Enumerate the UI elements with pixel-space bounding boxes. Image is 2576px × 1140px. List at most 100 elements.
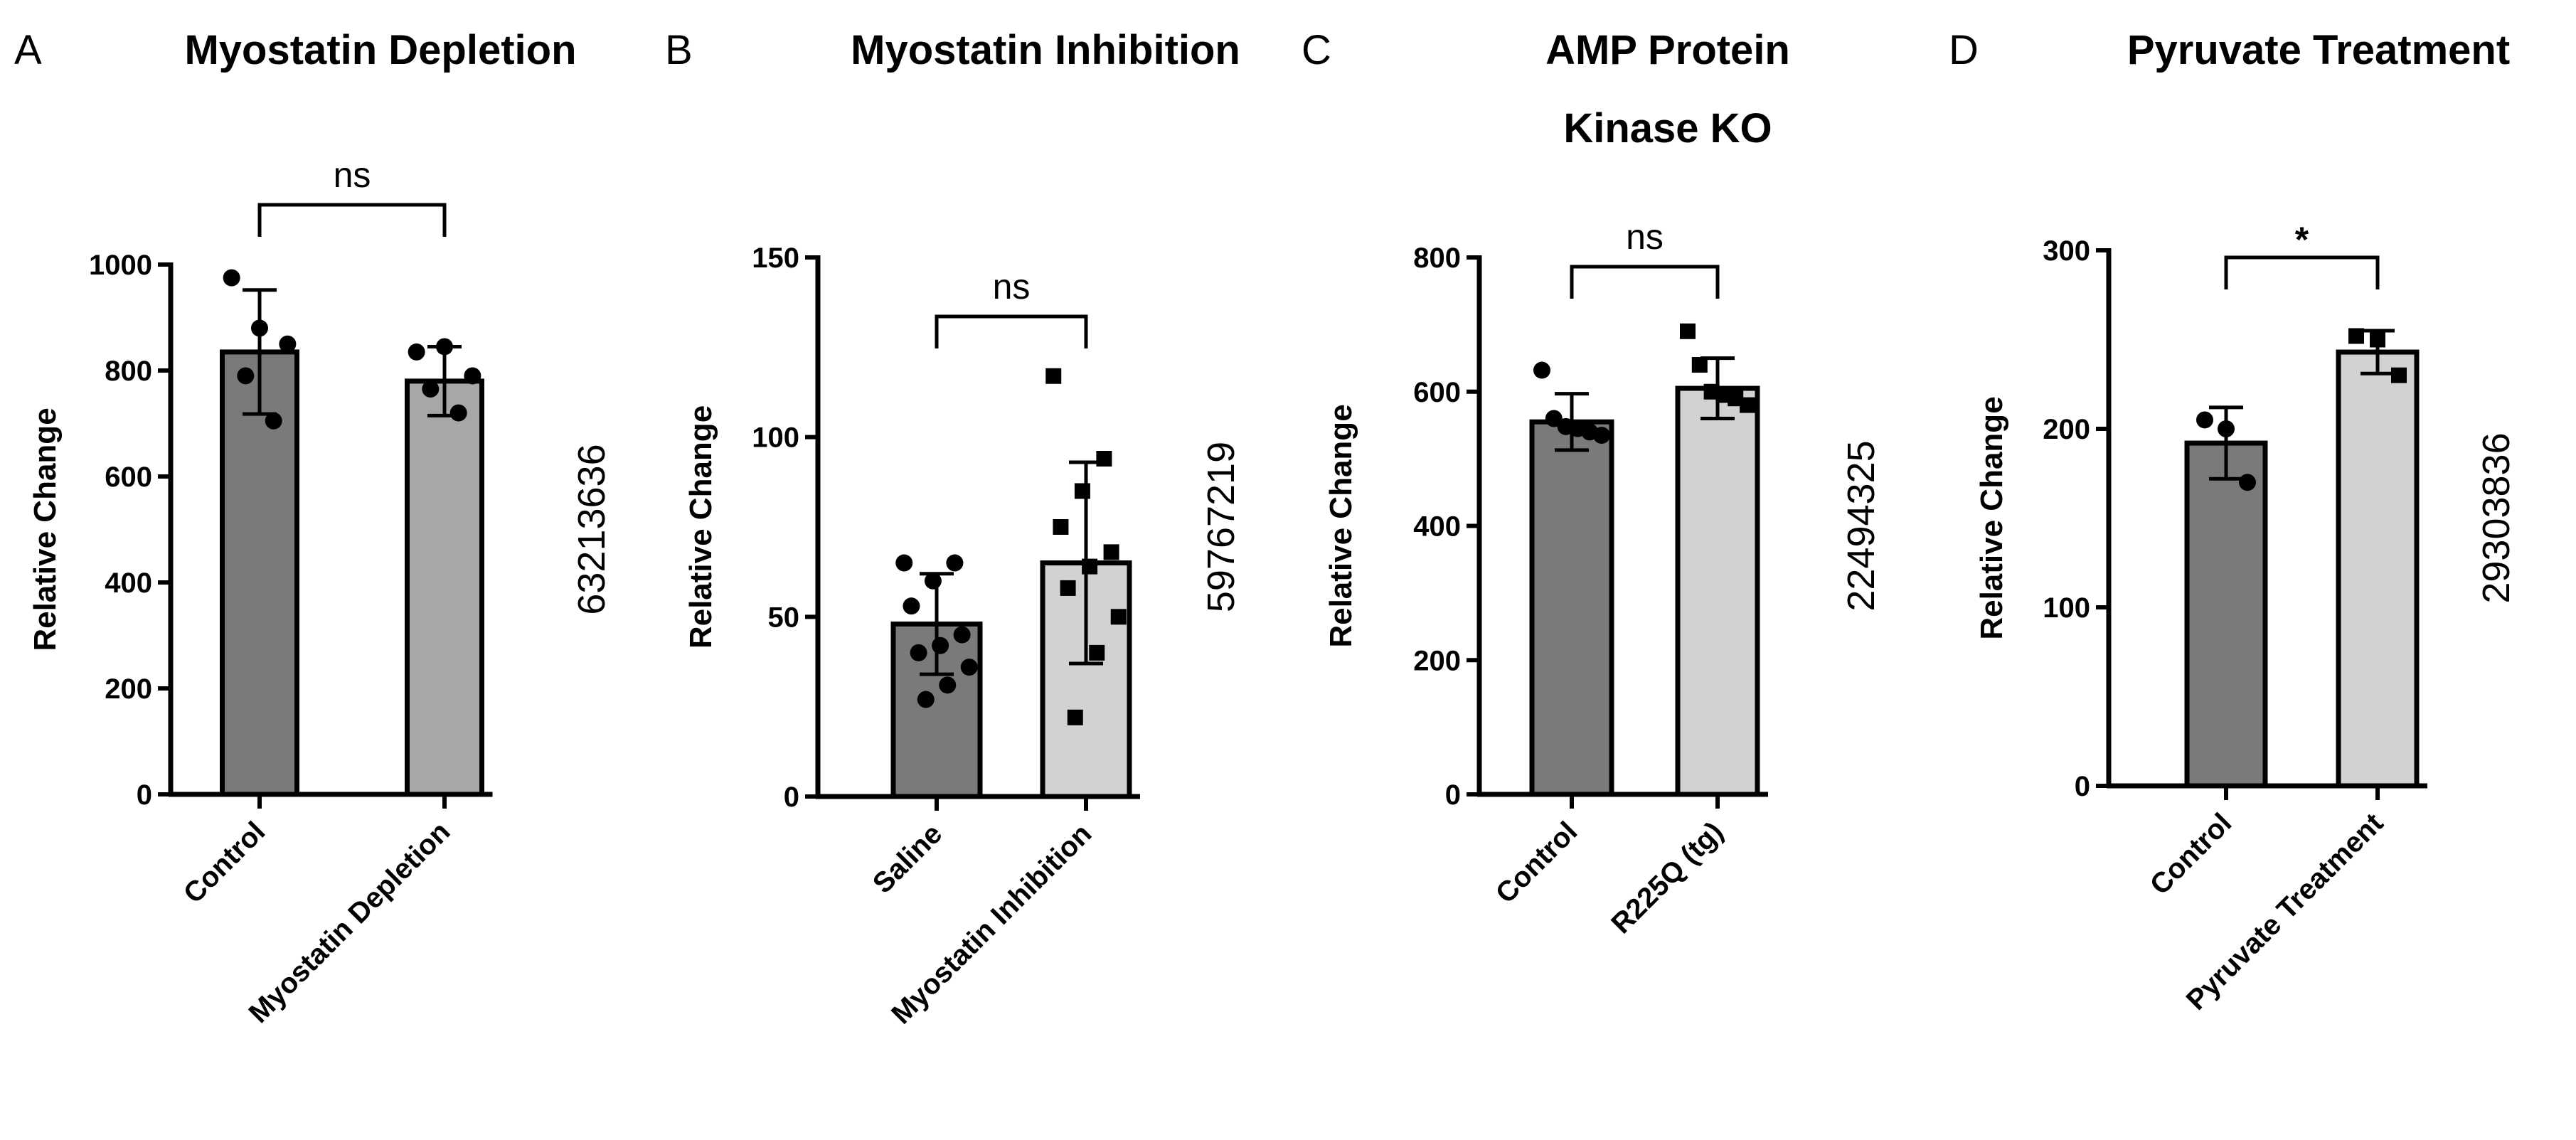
x-category-label: Myostatin Depletion: [243, 816, 457, 1029]
data-point-2: [1045, 368, 1062, 384]
bar-2: [2336, 349, 2420, 789]
y-axis-label: Relative Change: [1974, 396, 2009, 639]
y-axis-label: Relative Change: [1324, 404, 1358, 647]
data-point-1: [939, 676, 957, 694]
data-point-2: [1067, 709, 1083, 725]
y-tick-label: 800: [1413, 243, 1461, 274]
data-point-1: [1545, 410, 1563, 427]
data-point-2: [1053, 519, 1069, 535]
data-point-1: [1533, 361, 1550, 379]
bar-1: [2184, 440, 2268, 789]
data-point-1: [953, 626, 971, 644]
data-point-1: [924, 572, 942, 590]
data-point-1: [895, 554, 913, 572]
y-tick-label: 0: [784, 782, 799, 813]
significance-bracket: [935, 314, 1088, 348]
chart-title-line: Kinase KO: [1563, 105, 1772, 151]
chart-panel-c: C AMP Protein Kinase KO Relative Change 0 200…: [1302, 27, 1883, 939]
y-tick-label: 200: [1413, 645, 1461, 676]
data-point-1: [903, 597, 920, 615]
significance-bracket: [2224, 255, 2380, 289]
data-point-2: [408, 343, 425, 361]
data-point-2: [1715, 387, 1732, 403]
data-point-2: [2391, 367, 2407, 383]
data-point-2: [1740, 397, 1755, 413]
bar-2: [1675, 385, 1760, 797]
y-tick-label: 0: [1445, 779, 1461, 811]
data-point-2: [1680, 323, 1696, 339]
data-point-1: [279, 335, 297, 353]
data-point-2: [1110, 609, 1127, 625]
side-identifier: 63213636: [570, 444, 613, 614]
x-category-label: Control: [1490, 816, 1584, 910]
data-point-2: [1703, 383, 1720, 400]
side-identifier: 59767219: [1200, 442, 1242, 612]
y-tick-label: 400: [105, 568, 152, 599]
data-point-1: [251, 319, 268, 337]
data-point-2: [449, 404, 467, 422]
chart-panel-b: B Myostatin Inhibition Relative Change 0 50 1…: [665, 27, 1242, 1030]
data-point-1: [237, 367, 255, 385]
y-tick-label: 600: [1413, 377, 1461, 408]
data-point-2: [1103, 544, 1119, 560]
panel-letter: C: [1302, 27, 1331, 73]
data-point-1: [917, 691, 935, 708]
data-point-1: [960, 659, 978, 676]
data-point-1: [932, 636, 949, 654]
y-axis-label: Relative Change: [683, 405, 718, 649]
chart-title: Myostatin Inhibition: [851, 27, 1240, 73]
data-point-2: [422, 380, 440, 398]
data-point-1: [223, 269, 240, 287]
significance-label: ns: [334, 155, 371, 195]
significance-bracket: [257, 203, 447, 237]
chart-title-line: AMP Protein: [1545, 27, 1790, 73]
y-tick-label: 150: [752, 243, 799, 274]
y-tick-label: 400: [1413, 511, 1461, 543]
data-point-1: [2218, 420, 2235, 437]
data-point-2: [2370, 331, 2385, 348]
chart-panel-d: D Pyruvate Treatment Relative Change 0 100 20…: [1949, 27, 2518, 1016]
chart-title: Pyruvate Treatment: [2127, 27, 2510, 73]
data-point-2: [1074, 483, 1090, 499]
chart-title: AMP Protein Kinase KO: [1545, 27, 1790, 151]
y-tick-label: 200: [105, 673, 152, 705]
significance-label: *: [2295, 220, 2309, 260]
panel-letter: D: [1949, 27, 1979, 73]
y-tick-label: 50: [768, 602, 800, 633]
data-point-1: [1593, 427, 1610, 444]
y-tick-label: 100: [752, 422, 799, 454]
x-category-label: Control: [178, 816, 272, 910]
panel-letter: B: [665, 27, 693, 73]
significance-bracket: [1570, 265, 1720, 299]
data-point-1: [2196, 411, 2213, 429]
y-tick-label: 800: [105, 356, 152, 387]
data-point-1: [910, 644, 927, 661]
side-identifier: 22494325: [1840, 440, 1883, 611]
x-category-label: R225Q (tg): [1605, 816, 1729, 939]
x-category-label: Control: [2144, 807, 2238, 901]
data-point-2: [1089, 644, 1105, 661]
data-point-2: [1060, 580, 1076, 596]
bar-1: [220, 349, 299, 797]
data-point-2: [1096, 450, 1112, 467]
data-point-2: [464, 367, 481, 385]
data-point-1: [946, 554, 964, 572]
data-point-2: [436, 338, 453, 356]
y-tick-label: 1000: [89, 250, 152, 281]
y-tick-label: 300: [2043, 235, 2090, 267]
data-point-2: [1691, 357, 1708, 373]
data-point-2: [1082, 558, 1098, 575]
y-tick-label: 0: [137, 779, 152, 811]
panel-letter: A: [14, 27, 42, 73]
bar-1: [1529, 419, 1614, 797]
chart-title: Myostatin Depletion: [184, 27, 576, 73]
data-point-1: [265, 412, 282, 430]
bar-2: [405, 378, 484, 797]
chart-panel-a: A Myostatin Depletion Relative Change 0 200 4…: [14, 27, 613, 1029]
data-point-1: [2239, 474, 2256, 491]
significance-label: ns: [1626, 217, 1664, 257]
y-tick-label: 200: [2043, 414, 2090, 445]
y-tick-label: 600: [105, 462, 152, 493]
data-point-2: [1728, 390, 1744, 407]
